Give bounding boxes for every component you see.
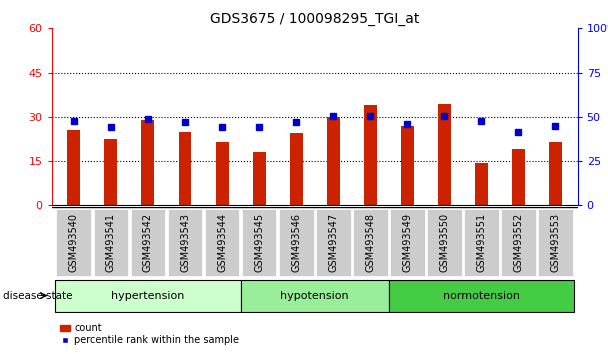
Bar	[438, 104, 451, 205]
FancyBboxPatch shape	[131, 209, 165, 276]
Text: GSM493541: GSM493541	[106, 213, 116, 272]
FancyBboxPatch shape	[55, 280, 241, 312]
Text: GSM493542: GSM493542	[143, 213, 153, 272]
Bar	[401, 126, 413, 205]
FancyBboxPatch shape	[241, 209, 277, 276]
FancyBboxPatch shape	[94, 209, 128, 276]
Text: GSM493553: GSM493553	[550, 213, 561, 272]
FancyBboxPatch shape	[427, 209, 461, 276]
Text: hypertension: hypertension	[111, 291, 185, 301]
Bar	[289, 133, 303, 205]
Text: disease state: disease state	[3, 291, 72, 301]
Text: GSM493545: GSM493545	[254, 213, 264, 272]
Bar	[252, 152, 266, 205]
Bar	[549, 142, 562, 205]
Text: GSM493550: GSM493550	[439, 213, 449, 272]
Text: GSM493547: GSM493547	[328, 213, 338, 272]
Bar	[67, 130, 80, 205]
Text: normotension: normotension	[443, 291, 520, 301]
Legend: count, percentile rank within the sample: count, percentile rank within the sample	[57, 319, 243, 349]
Bar	[216, 142, 229, 205]
Text: GSM493551: GSM493551	[476, 213, 486, 272]
FancyBboxPatch shape	[205, 209, 240, 276]
Bar	[364, 105, 377, 205]
Text: GSM493546: GSM493546	[291, 213, 301, 272]
FancyBboxPatch shape	[57, 209, 91, 276]
Bar	[512, 149, 525, 205]
FancyBboxPatch shape	[168, 209, 202, 276]
Title: GDS3675 / 100098295_TGI_at: GDS3675 / 100098295_TGI_at	[210, 12, 420, 26]
Bar	[142, 120, 154, 205]
Text: GSM493548: GSM493548	[365, 213, 375, 272]
Text: hypotension: hypotension	[280, 291, 349, 301]
FancyBboxPatch shape	[538, 209, 573, 276]
Text: GSM493549: GSM493549	[402, 213, 412, 272]
FancyBboxPatch shape	[278, 209, 314, 276]
FancyBboxPatch shape	[390, 209, 424, 276]
Text: GSM493552: GSM493552	[513, 213, 523, 272]
Bar	[326, 117, 340, 205]
FancyBboxPatch shape	[241, 280, 389, 312]
Text: GSM493544: GSM493544	[217, 213, 227, 272]
Text: GSM493540: GSM493540	[69, 213, 79, 272]
Bar	[475, 162, 488, 205]
FancyBboxPatch shape	[389, 280, 574, 312]
FancyBboxPatch shape	[316, 209, 351, 276]
FancyBboxPatch shape	[501, 209, 536, 276]
Bar	[105, 139, 117, 205]
FancyBboxPatch shape	[353, 209, 388, 276]
Text: GSM493543: GSM493543	[180, 213, 190, 272]
FancyBboxPatch shape	[464, 209, 499, 276]
Bar	[179, 132, 192, 205]
